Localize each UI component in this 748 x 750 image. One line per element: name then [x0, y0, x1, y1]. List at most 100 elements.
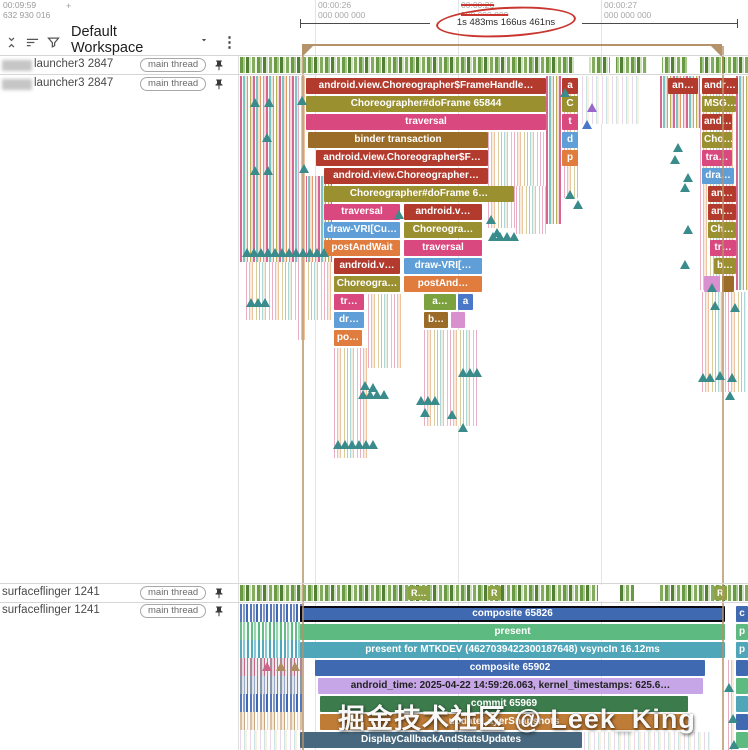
- trace-slice[interactable]: traversal: [404, 240, 482, 256]
- trace-slice[interactable]: android.view.Choreographer$FrameHandle…: [306, 78, 546, 94]
- trace-slice[interactable]: traversal: [306, 114, 546, 130]
- selection-handle-right[interactable]: [711, 46, 722, 57]
- flow-arrow-icon: [680, 183, 690, 192]
- trace-slice[interactable]: a: [458, 294, 473, 310]
- trace-slice[interactable]: [736, 678, 748, 694]
- workspace-selector[interactable]: Default Workspace: [67, 24, 213, 60]
- trace-slice[interactable]: dr…: [334, 312, 364, 328]
- trace-slice[interactable]: p: [736, 624, 748, 640]
- sort-tracks-icon[interactable]: [25, 34, 40, 50]
- trace-slice[interactable]: draw-VRI[Cu…: [324, 222, 400, 238]
- trace-slice[interactable]: android.v…: [334, 258, 400, 274]
- trace-slice[interactable]: [451, 312, 465, 328]
- micro-slices-texture[interactable]: [584, 732, 710, 750]
- trace-slice[interactable]: Cho…: [702, 132, 732, 148]
- flow-arrow-icon: [394, 210, 404, 219]
- micro-slices-texture[interactable]: [728, 660, 734, 750]
- trace-slice[interactable]: a…: [424, 294, 456, 310]
- overflow-menu-icon[interactable]: ⋮: [222, 34, 237, 51]
- trace-slice[interactable]: an…: [668, 78, 698, 94]
- track-label-row[interactable]: surfaceflinger 1241 main thread: [0, 603, 238, 620]
- pin-track-icon[interactable]: [213, 587, 225, 605]
- track-name: launcher3 2847: [34, 58, 114, 70]
- trace-slice[interactable]: draw-VRI[…: [404, 258, 482, 274]
- trace-slice[interactable]: [736, 732, 748, 748]
- trace-slice[interactable]: t: [562, 114, 578, 130]
- micro-slices-texture[interactable]: [546, 76, 562, 224]
- trace-slice[interactable]: [736, 714, 748, 730]
- micro-slices-texture[interactable]: [240, 712, 302, 730]
- trace-slice[interactable]: DisplayCallbackAndStatsUpdates: [300, 732, 582, 748]
- trace-slice[interactable]: Choreographer#doFrame 6…: [324, 186, 514, 202]
- track-divider: [0, 602, 748, 603]
- trace-slice[interactable]: binder transaction: [308, 132, 488, 148]
- micro-slices-texture[interactable]: [334, 348, 368, 458]
- trace-slice[interactable]: b…: [714, 258, 736, 274]
- micro-slices-texture[interactable]: [240, 676, 302, 694]
- pin-track-icon[interactable]: [213, 605, 225, 623]
- micro-slices-texture[interactable]: [516, 186, 546, 234]
- filter-icon[interactable]: [46, 34, 61, 50]
- area-selection-bracket[interactable]: [302, 44, 722, 46]
- trace-slice[interactable]: composite 65826: [300, 606, 725, 622]
- micro-slices-texture[interactable]: [736, 76, 748, 290]
- trace-slice[interactable]: b…: [424, 312, 448, 328]
- trace-slice[interactable]: present: [300, 624, 725, 640]
- trace-slice[interactable]: traversal: [324, 204, 400, 220]
- trace-slice[interactable]: postAndWait: [324, 240, 400, 256]
- trace-slice[interactable]: android.view.Choreographer…: [324, 168, 488, 184]
- micro-slices-texture[interactable]: [240, 604, 302, 622]
- trace-slice[interactable]: present for MTKDEV (4627039422300187648)…: [300, 642, 725, 658]
- micro-slices-texture[interactable]: [582, 76, 640, 124]
- selection-handle-left[interactable]: [302, 46, 313, 57]
- micro-slices-texture[interactable]: [368, 294, 402, 368]
- thread-state-runnable-badge[interactable]: R: [714, 586, 727, 600]
- trace-slice[interactable]: and…: [702, 114, 732, 130]
- trace-slice[interactable]: p: [562, 150, 578, 166]
- trace-slice[interactable]: dra…: [702, 168, 734, 184]
- micro-slices-texture[interactable]: [240, 694, 302, 712]
- collapse-tracks-icon[interactable]: [4, 34, 19, 50]
- micro-slices-texture[interactable]: [240, 730, 302, 750]
- selection-edge-right[interactable]: [722, 46, 724, 750]
- micro-slices-texture[interactable]: [246, 262, 332, 320]
- trace-slice[interactable]: p: [736, 642, 748, 658]
- trace-slice[interactable]: [736, 696, 748, 712]
- pin-track-icon[interactable]: [213, 59, 225, 77]
- trace-slice[interactable]: android.view.Choreographer$F…: [316, 150, 488, 166]
- trace-slice[interactable]: Choreographer#doFrame 65844: [306, 96, 546, 112]
- trace-slice[interactable]: MSG…: [702, 96, 736, 112]
- track-label-row[interactable]: launcher3 2847 main thread: [0, 76, 238, 93]
- trace-slice[interactable]: android_time: 2025-04-22 14:59:26.063, k…: [318, 678, 703, 694]
- trace-slice[interactable]: updateLayerSnapshots: [320, 714, 688, 730]
- trace-slice[interactable]: Choreogra…: [334, 276, 400, 292]
- micro-slices-texture[interactable]: [240, 76, 306, 176]
- micro-slices-texture[interactable]: [240, 622, 302, 640]
- trace-slice[interactable]: commit 65969: [320, 696, 688, 712]
- trace-slice[interactable]: Choreogra…: [404, 222, 482, 238]
- thread-state-runnable-badge[interactable]: R…: [408, 586, 430, 600]
- trace-slice[interactable]: c: [736, 606, 748, 622]
- trace-slice[interactable]: [736, 660, 748, 676]
- micro-slices-texture[interactable]: [240, 176, 332, 262]
- track-label-row[interactable]: surfaceflinger 1241 main thread: [0, 585, 238, 602]
- selection-edge-left[interactable]: [302, 46, 304, 750]
- pin-track-icon[interactable]: [213, 78, 225, 96]
- trace-slice[interactable]: tra…: [702, 150, 732, 166]
- trace-slice[interactable]: C: [562, 96, 578, 112]
- trace-slice[interactable]: po…: [334, 330, 362, 346]
- micro-slices-texture[interactable]: [240, 640, 302, 658]
- trace-slice[interactable]: tr…: [334, 294, 364, 310]
- track-label-row[interactable]: launcher3 2847 main thread: [0, 57, 238, 74]
- flow-arrow-icon: [361, 440, 371, 449]
- trace-slice[interactable]: andr…: [702, 78, 738, 94]
- trace-slice[interactable]: postAnd…: [404, 276, 482, 292]
- micro-slices-texture[interactable]: [240, 57, 748, 73]
- trace-slice[interactable]: composite 65902: [315, 660, 705, 676]
- trace-slice[interactable]: d: [562, 132, 578, 148]
- flow-arrow-icon: [333, 440, 343, 449]
- trace-slice[interactable]: android.v…: [404, 204, 482, 220]
- thread-state-runnable-badge[interactable]: R: [488, 586, 501, 600]
- trace-slice[interactable]: [722, 276, 734, 292]
